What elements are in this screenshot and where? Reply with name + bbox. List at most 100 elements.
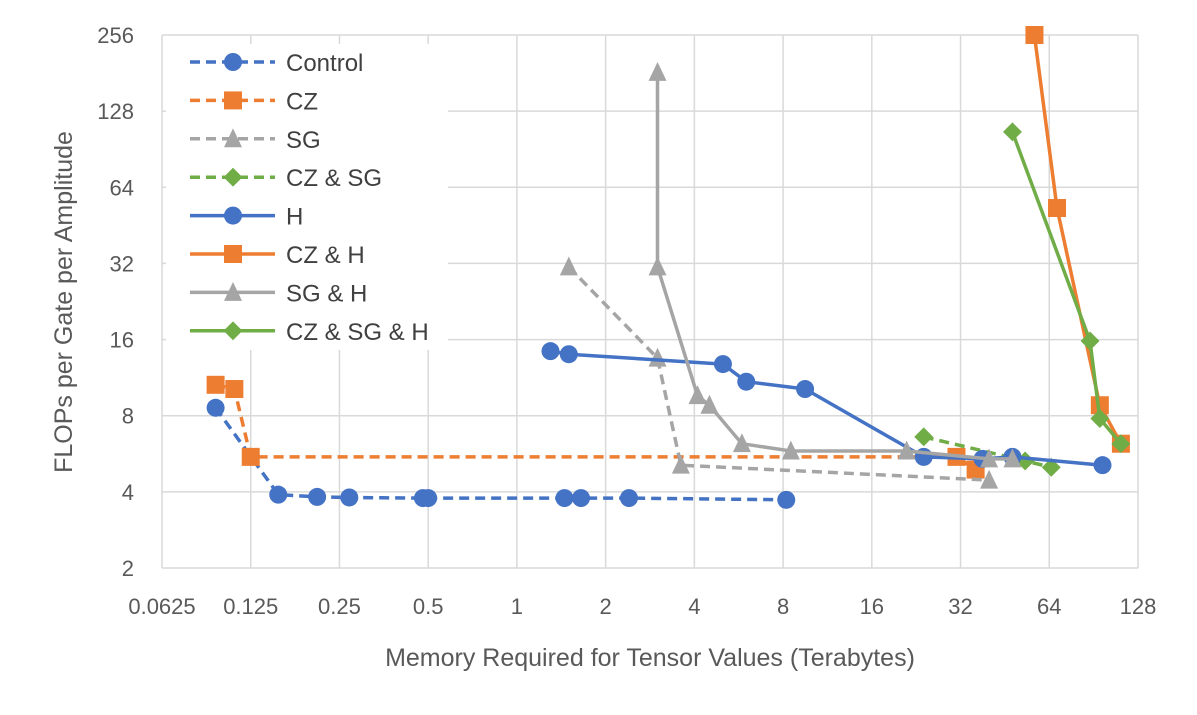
y-tick-label: 4 (122, 480, 134, 505)
series-sg (559, 256, 999, 489)
x-tick-label: 4 (688, 594, 700, 619)
legend-item-sg: SG (190, 127, 321, 154)
x-tick-label: 8 (777, 594, 789, 619)
data-point-control (269, 485, 288, 504)
legend-box (166, 44, 448, 350)
legend-item-cz-h: CZ & H (190, 242, 365, 269)
x-tick-label: 0.125 (223, 594, 278, 619)
data-point-sg-h (980, 448, 999, 468)
data-point-h (713, 355, 732, 374)
data-point-control (308, 487, 327, 506)
y-tick-label: 256 (97, 23, 134, 48)
data-point-cz (225, 380, 244, 399)
data-point-cz-sg-h (1002, 122, 1022, 142)
y-tick-labels: 2 4 8 16 32 64 128 256 (97, 23, 134, 581)
series-sg-h (648, 62, 1022, 468)
legend-label-sg: SG (286, 127, 321, 154)
data-point-sg-h (781, 440, 800, 460)
data-point-sg-h (648, 62, 667, 81)
grid (161, 34, 1139, 569)
legend-item-cz-sg: CZ & SG (190, 165, 382, 192)
legend-label-cz: CZ (286, 88, 318, 115)
legend-label-h: H (286, 204, 303, 231)
series-control (206, 398, 796, 509)
data-point-control (419, 489, 438, 508)
data-point-h (796, 380, 815, 399)
data-point-h (541, 342, 560, 361)
legend-label-cz-sg-h: CZ & SG & H (286, 319, 429, 346)
data-point-sg (559, 256, 578, 276)
data-point-sg-h (688, 385, 707, 405)
legend: Control CZ SG CZ & SG H CZ & H SG & H CZ & SG &… (190, 50, 429, 346)
data-point-control (340, 488, 359, 507)
x-tick-label: 2 (600, 594, 612, 619)
data-point-sg-h (648, 256, 667, 276)
x-tick-label: 0.5 (413, 594, 444, 619)
data-point-cz-h (1048, 199, 1067, 218)
data-point-control (572, 489, 591, 508)
data-point-h (737, 372, 756, 391)
data-point-cz-sg (1041, 457, 1061, 477)
y-axis-title: FLOPs per Gate per Amplitude (50, 131, 78, 473)
data-point-sg-h (732, 433, 751, 453)
legend-label-sg-h: SG & H (286, 280, 367, 307)
x-tick-label: 64 (1037, 594, 1061, 619)
y-tick-label: 16 (110, 328, 134, 353)
x-tick-label: 0.25 (318, 594, 361, 619)
data-point-sg-h (700, 394, 719, 414)
legend-item-control: Control (190, 50, 363, 77)
y-tick-label: 2 (122, 556, 134, 581)
data-point-cz-sg-h (1080, 331, 1100, 351)
legend-label-cz-sg: CZ & SG (286, 165, 382, 192)
x-tick-labels: 0.0625 0.125 0.25 0.5 1 2 4 8 16 32 64 128 (128, 594, 1156, 619)
data-point-sg-h (897, 440, 916, 460)
series-cz (206, 375, 985, 479)
data-point-control (206, 398, 225, 417)
legend-marker-cz-h (224, 245, 242, 263)
series-cz-sg (914, 427, 1061, 477)
x-axis-title: Memory Required for Tensor Values (Terab… (385, 644, 915, 672)
legend-marker-cz-sg (223, 167, 243, 187)
x-tick-label: 32 (948, 594, 972, 619)
x-tick-label: 1 (511, 594, 523, 619)
legend-marker-control (224, 53, 242, 71)
y-tick-label: 8 (122, 404, 134, 429)
series-layer (206, 26, 1131, 509)
x-tick-label: 128 (1120, 594, 1157, 619)
series-line-cz (215, 383, 977, 472)
y-tick-label: 32 (110, 251, 134, 276)
legend-label-cz-h: CZ & H (286, 242, 365, 269)
series-line-control (214, 406, 787, 502)
data-point-sg (980, 469, 999, 489)
data-point-h (559, 345, 578, 364)
series-line-sg (567, 265, 990, 482)
series-cz-sg-h (1002, 122, 1131, 454)
data-point-cz-sg (914, 427, 934, 447)
data-point-sg (671, 454, 690, 474)
legend-item-cz-sg-h: CZ & SG & H (190, 319, 429, 346)
legend-item-cz: CZ (190, 88, 318, 115)
data-point-cz (206, 375, 225, 394)
legend-marker-sg (224, 128, 242, 148)
x-tick-label: 16 (860, 594, 884, 619)
legend-label-control: Control (286, 50, 363, 77)
legend-marker-cz-sg-h (223, 321, 243, 341)
data-point-cz-sg-h (1111, 434, 1131, 454)
y-tick-label: 64 (110, 175, 134, 200)
legend-marker-sg-h (224, 281, 242, 301)
data-point-cz-sg-h (1090, 409, 1110, 428)
data-point-sg (648, 347, 667, 367)
legend-marker-h (224, 206, 242, 225)
series-cz-h (1025, 26, 1130, 453)
data-point-control (777, 490, 796, 509)
data-point-h (1093, 456, 1112, 475)
data-point-cz (241, 447, 260, 466)
series-line-h (550, 349, 1103, 467)
data-point-sg-h (1003, 448, 1022, 468)
series-line-cz-h (1032, 35, 1123, 445)
data-point-control (619, 489, 638, 508)
data-point-cz-h (1025, 26, 1044, 44)
x-tick-label: 0.0625 (128, 594, 195, 619)
legend-marker-cz (224, 91, 242, 110)
